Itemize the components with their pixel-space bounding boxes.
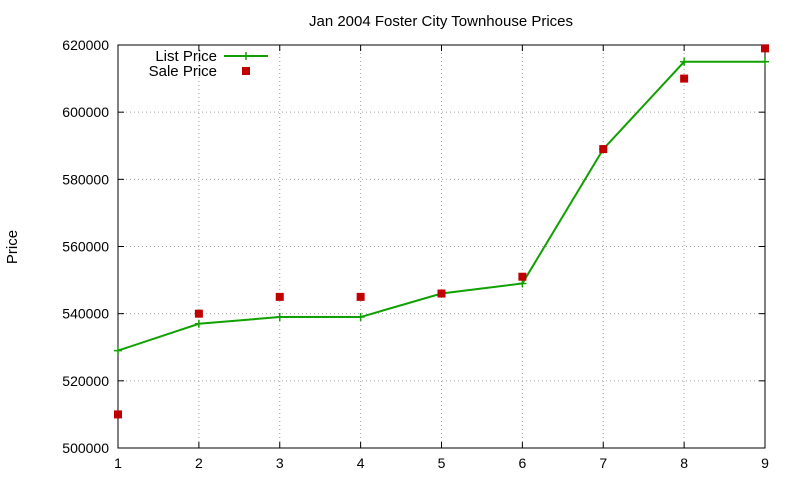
series-layer xyxy=(114,44,769,419)
legend-marker-sale-price xyxy=(242,67,250,75)
list-price-point xyxy=(114,346,122,355)
sale-price-point xyxy=(114,410,122,419)
x-tick-label: 8 xyxy=(680,455,688,471)
y-tick-label: 540000 xyxy=(62,306,109,322)
x-tick-label: 6 xyxy=(518,455,526,471)
sale-price-point xyxy=(680,74,689,83)
list-price-point xyxy=(761,57,769,66)
chart-title: Jan 2004 Foster City Townhouse Prices xyxy=(309,13,573,30)
y-axis-label: Price xyxy=(4,230,21,264)
x-tick-label: 1 xyxy=(114,455,122,471)
x-tick-label: 3 xyxy=(276,455,284,471)
sale-price-point xyxy=(518,272,527,281)
legend-label-list-price: List Price xyxy=(155,48,217,65)
y-tick-label: 580000 xyxy=(62,171,109,187)
x-tick-label: 2 xyxy=(195,455,203,471)
sale-price-point xyxy=(599,145,608,154)
list-price-point xyxy=(275,313,284,322)
sale-price-point xyxy=(761,44,769,53)
list-price-point xyxy=(518,279,527,288)
list-price-point xyxy=(680,57,689,66)
plot-frame xyxy=(117,44,766,449)
tick-labels: 1 2 3 4 5 6 7 8 9 500000 520000 540000 560000 580000 6… xyxy=(62,37,769,471)
y-tick-label: 560000 xyxy=(62,239,109,255)
y-tick-label: 620000 xyxy=(62,37,109,53)
y-tick-label: 600000 xyxy=(62,104,109,120)
y-tick-label: 500000 xyxy=(62,440,109,456)
x-tick-label: 7 xyxy=(599,455,607,471)
sale-price-point xyxy=(194,309,203,318)
y-tick-label: 520000 xyxy=(62,373,109,389)
sale-price-point xyxy=(437,289,446,298)
list-price-point xyxy=(194,319,203,328)
list-price-point xyxy=(356,313,365,322)
x-tick-label: 5 xyxy=(438,455,446,471)
x-tick-label: 4 xyxy=(357,455,365,471)
sale-price-point xyxy=(275,292,284,301)
legend: List Price Sale Price xyxy=(149,48,268,80)
grid-lines xyxy=(118,45,765,448)
sale-price-point xyxy=(356,292,365,301)
x-tick-label: 9 xyxy=(761,455,769,471)
legend-label-sale-price: Sale Price xyxy=(149,63,217,80)
legend-marker-list-price xyxy=(242,52,250,60)
